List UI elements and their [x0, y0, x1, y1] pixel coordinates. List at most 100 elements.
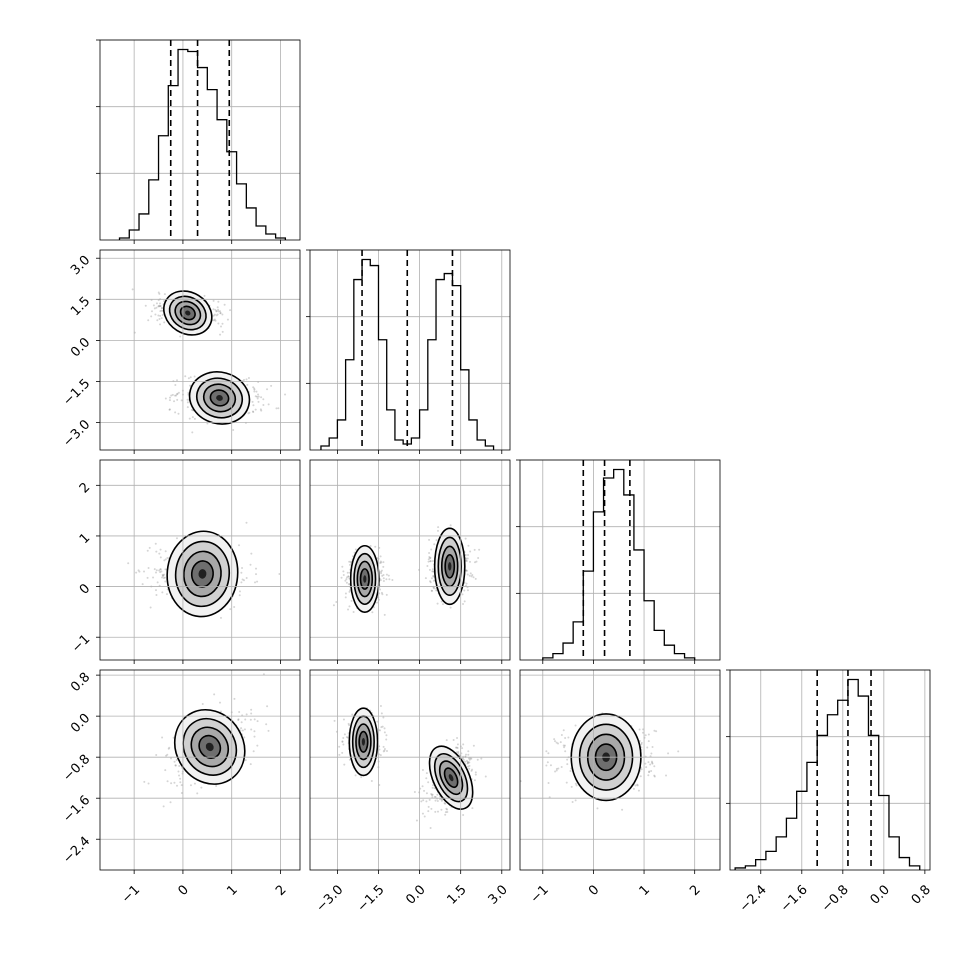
scatter-point [476, 758, 479, 761]
scatter-point [245, 576, 248, 579]
scatter-point [155, 550, 158, 553]
scatter-point [545, 750, 548, 753]
scatter-point [349, 563, 352, 566]
scatter-point [275, 407, 278, 410]
scatter-point [574, 724, 577, 727]
scatter-point [215, 314, 218, 317]
scatter-point [220, 325, 223, 328]
scatter-point [250, 552, 253, 555]
panel-frame [309, 249, 511, 451]
contour-1 [444, 553, 456, 579]
scatter-point [466, 762, 469, 765]
scatter-point [141, 583, 144, 586]
scatter-point [170, 782, 173, 785]
scatter-point [177, 412, 180, 415]
scatter-point [171, 393, 174, 396]
scatter-point [385, 749, 388, 752]
scatter-point [429, 826, 432, 829]
scatter-point [349, 560, 352, 563]
scatter-point [159, 305, 162, 308]
scatter-point [566, 763, 569, 766]
density-level [448, 562, 452, 571]
scatter-point [251, 400, 254, 403]
scatter-point [381, 593, 384, 596]
scatter-point [462, 813, 465, 816]
scatter-point [425, 777, 428, 780]
scatter-point [166, 753, 169, 756]
scatter-point [219, 616, 222, 619]
scatter-point [278, 572, 281, 575]
scatter-point [467, 544, 470, 547]
scatter-point [178, 764, 181, 767]
scatter-point [177, 391, 180, 394]
y-tick-label: −1.6 [60, 793, 93, 826]
scatter-point [565, 781, 568, 784]
scatter-point [164, 769, 167, 772]
panel-frame [99, 459, 301, 661]
scatter-point [457, 752, 460, 755]
scatter-point [233, 697, 236, 700]
scatter-point [138, 570, 141, 573]
contour-0 [355, 723, 372, 761]
scatter-point [176, 398, 179, 401]
scatter-point [445, 807, 448, 810]
scatter-panel-1-0: −3.0 −1.5 0.0 1.5 3.0 [60, 249, 301, 451]
scatter-point [175, 394, 178, 397]
x-tick-label: 0 [586, 882, 602, 898]
scatter-point [470, 575, 473, 578]
scatter-point [155, 753, 158, 756]
scatter-point [174, 411, 177, 414]
scatter-point [472, 576, 475, 579]
scatter-point [649, 763, 652, 766]
scatter-point [180, 399, 183, 402]
scatter-point [468, 767, 471, 770]
scatter-point [429, 560, 432, 563]
scatter-point [449, 606, 452, 609]
hist-step-0 [118, 48, 287, 240]
scatter-point [229, 608, 232, 611]
scatter-point [376, 720, 379, 723]
scatter-point [650, 752, 653, 755]
scatter-point [243, 728, 246, 731]
scatter-point [455, 746, 458, 749]
y-tick-label: 0.0 [68, 335, 93, 360]
scatter-point [555, 767, 558, 770]
density-level [363, 575, 367, 583]
scatter-point [346, 571, 349, 574]
scatter-point [473, 779, 476, 782]
scatter-point [385, 593, 388, 596]
scatter-point [147, 782, 150, 785]
scatter-point [340, 576, 343, 579]
scatter-point [249, 763, 252, 766]
scatter-point [428, 556, 431, 559]
scatter-point [432, 575, 435, 578]
scatter-point [214, 319, 217, 322]
scatter-point [347, 608, 350, 611]
y-tick-label: 3.0 [68, 253, 93, 278]
scatter-point [465, 569, 468, 572]
contour-0 [353, 552, 377, 606]
contour-0 [358, 730, 369, 753]
scatter-point [215, 310, 218, 313]
scatter-point [651, 762, 654, 765]
density-level [448, 774, 454, 782]
scatter-point [219, 701, 222, 704]
scatter-point [649, 755, 652, 758]
density-level [361, 738, 366, 746]
scatter-point [131, 288, 134, 291]
scatter-point [157, 305, 160, 308]
x-tick-label: 1 [637, 882, 653, 898]
scatter-point [665, 774, 668, 777]
scatter-point [562, 744, 565, 747]
density-level [205, 742, 214, 752]
scatter-point [174, 764, 177, 767]
scatter-point [381, 574, 384, 577]
scatter-point [240, 571, 243, 574]
scatter-point [436, 602, 439, 605]
scatter-point [242, 579, 245, 582]
scatter-point [147, 319, 150, 322]
scatter-point [547, 782, 550, 785]
scatter-point [351, 713, 354, 716]
scatter-point [166, 780, 169, 783]
scatter-point [162, 574, 165, 577]
